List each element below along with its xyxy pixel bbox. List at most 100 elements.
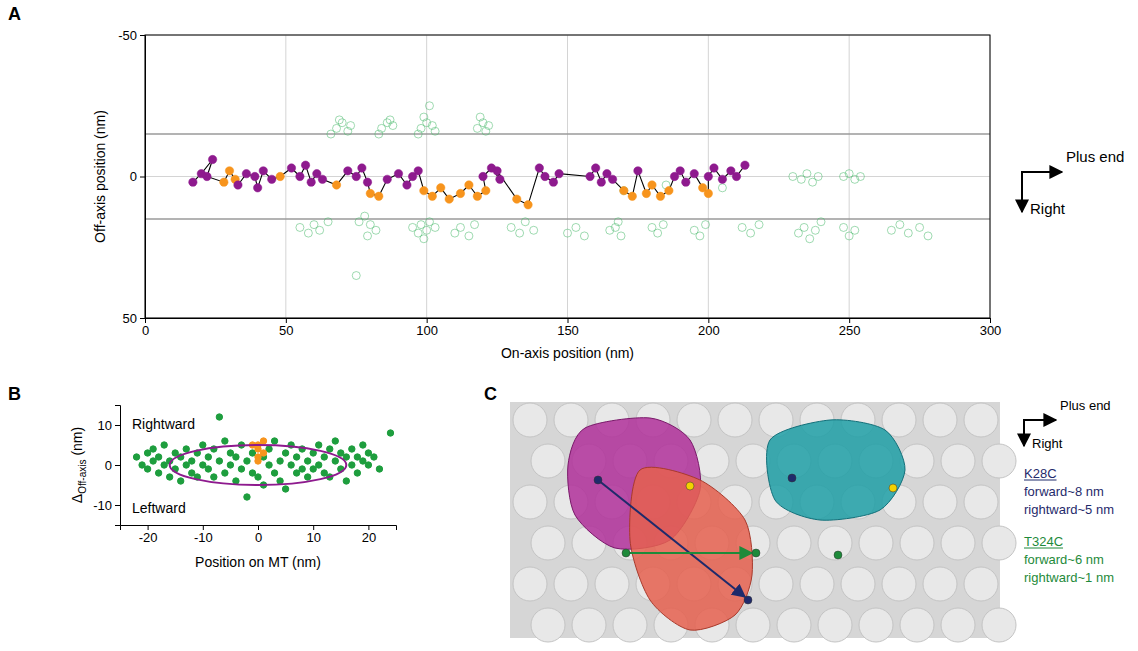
tubulin-texture (923, 485, 957, 519)
point (887, 226, 895, 234)
point (287, 164, 295, 172)
point (216, 414, 222, 420)
point (437, 184, 445, 192)
point (747, 229, 755, 237)
point (251, 172, 259, 180)
point (851, 226, 859, 234)
tick-label: 100 (416, 323, 438, 338)
point (665, 186, 673, 194)
tubulin-texture (859, 608, 893, 642)
tick-mark (115, 425, 120, 426)
panel-letter: C (484, 384, 497, 404)
point (332, 181, 340, 189)
tick: 0 (255, 525, 262, 545)
point (366, 189, 374, 197)
point (321, 454, 327, 460)
axis-line (115, 406, 121, 526)
tubulin-texture (513, 403, 547, 437)
tubulin-texture (982, 444, 1016, 478)
measurement-text: forward~8 nm (1024, 484, 1104, 499)
point (482, 127, 490, 135)
series (249, 438, 266, 464)
point (471, 221, 479, 229)
axis-title: ΔOff-axis(nm) (69, 427, 88, 503)
tick-label: 10 (98, 418, 112, 433)
point (620, 186, 628, 194)
tick: 0 (105, 458, 120, 473)
point (840, 223, 848, 231)
panel-letter: A (8, 4, 21, 24)
point (541, 172, 549, 180)
point (355, 218, 363, 226)
tick-mark (140, 177, 145, 178)
point (216, 458, 222, 464)
point (530, 226, 538, 234)
point (332, 458, 338, 464)
residue-marker (752, 549, 760, 557)
tick: -10 (194, 525, 213, 545)
point (465, 181, 473, 189)
ellipse (170, 445, 347, 485)
measurement-name: K28C (1024, 466, 1057, 481)
point (718, 184, 726, 192)
point (924, 232, 932, 240)
direction-label: Plus end (1066, 148, 1124, 165)
tick-label: -50 (118, 28, 137, 43)
distance-arrow (626, 552, 752, 554)
point (255, 458, 261, 464)
tubulin-texture (964, 403, 998, 437)
point (222, 438, 228, 444)
tubulin-texture (613, 608, 647, 642)
tubulin-texture (759, 567, 793, 601)
direction-arrow (1021, 171, 1023, 212)
direction-label: Plus end (1060, 398, 1111, 413)
point (896, 221, 904, 229)
point (394, 169, 402, 177)
point (227, 450, 233, 456)
point (535, 164, 543, 172)
tubulin-texture (777, 608, 811, 642)
tubulin-texture (882, 567, 916, 601)
tick-label: 0 (105, 458, 112, 473)
axis: 050100150200250300 (142, 318, 1001, 338)
tubulin-texture (531, 444, 565, 478)
point (354, 454, 360, 460)
tubulin-texture (841, 567, 875, 601)
point (423, 226, 431, 234)
point (420, 186, 428, 194)
point (572, 223, 580, 231)
tick: 100 (416, 318, 438, 338)
point (293, 454, 299, 460)
axis-title-part: Δ (69, 494, 85, 503)
point (676, 167, 684, 175)
point (293, 470, 299, 476)
tick-label: -10 (194, 530, 213, 545)
tick: 150 (557, 318, 579, 338)
measurement-text: forward~6 nm (1024, 552, 1104, 567)
residue-marker (622, 549, 630, 557)
point (307, 178, 315, 186)
point (456, 223, 464, 231)
point (496, 175, 504, 183)
axis: -10 0 10 (93, 406, 120, 526)
tick: -10 (93, 498, 120, 513)
point (755, 221, 763, 229)
tick-label: -10 (93, 498, 112, 513)
residue-marker (788, 474, 796, 482)
tubulin-texture (818, 608, 852, 642)
point (316, 226, 324, 234)
point (642, 189, 650, 197)
point (189, 178, 197, 186)
point (608, 175, 616, 183)
tick-label: 20 (362, 530, 376, 545)
point (507, 223, 515, 231)
point (741, 161, 749, 169)
tubulin-texture (513, 485, 547, 519)
tubulin-texture (513, 567, 547, 601)
point (916, 223, 924, 231)
point (549, 178, 557, 186)
point (800, 223, 808, 231)
point (233, 478, 239, 484)
tick-label: 50 (123, 311, 137, 326)
tubulin-texture (736, 444, 770, 478)
